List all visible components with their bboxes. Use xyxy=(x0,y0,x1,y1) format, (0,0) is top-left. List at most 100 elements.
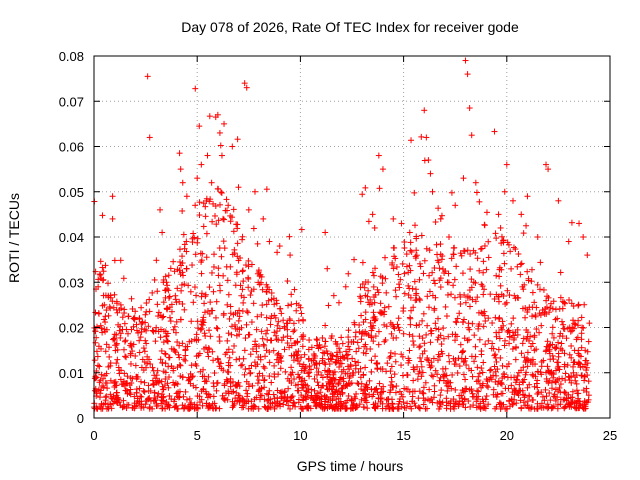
data-point xyxy=(95,276,102,283)
data-point xyxy=(298,378,305,385)
data-point xyxy=(140,387,147,394)
data-point xyxy=(496,264,503,271)
data-point xyxy=(575,317,582,324)
data-point xyxy=(92,375,99,382)
data-point xyxy=(255,354,262,361)
data-point xyxy=(288,301,295,308)
data-point xyxy=(338,334,345,341)
data-point xyxy=(445,333,452,340)
data-point xyxy=(198,270,205,277)
data-point xyxy=(246,365,253,372)
data-point xyxy=(578,372,585,379)
data-point xyxy=(193,362,200,369)
data-point xyxy=(550,374,557,381)
data-point xyxy=(250,225,257,232)
data-point xyxy=(304,402,311,409)
data-point xyxy=(336,376,343,383)
data-point xyxy=(239,361,246,368)
data-point xyxy=(257,392,264,399)
data-point xyxy=(424,405,431,412)
data-point xyxy=(553,379,560,386)
data-point xyxy=(508,374,515,381)
data-point xyxy=(361,386,368,393)
data-point xyxy=(461,396,468,403)
data-point xyxy=(166,294,173,301)
y-tick-label: 0.05 xyxy=(59,185,84,200)
data-point xyxy=(199,318,206,325)
data-point xyxy=(462,57,469,64)
data-point xyxy=(240,278,247,285)
data-point xyxy=(126,381,133,388)
data-point xyxy=(451,294,458,301)
data-point xyxy=(107,362,114,369)
data-point xyxy=(229,378,236,385)
data-point xyxy=(392,255,399,262)
data-point xyxy=(103,380,110,387)
data-point xyxy=(189,373,196,380)
data-point xyxy=(440,335,447,342)
data-point xyxy=(421,257,428,264)
data-point xyxy=(121,306,128,313)
data-point xyxy=(158,378,165,385)
data-point xyxy=(136,337,143,344)
data-point xyxy=(435,205,442,212)
data-point xyxy=(479,310,486,317)
data-point xyxy=(183,193,190,200)
data-point xyxy=(306,337,313,344)
data-point xyxy=(160,339,167,346)
data-point xyxy=(217,189,224,196)
data-point xyxy=(540,357,547,364)
data-point xyxy=(426,272,433,279)
data-point xyxy=(286,377,293,384)
data-point xyxy=(436,277,443,284)
data-point xyxy=(227,375,234,382)
data-point xyxy=(270,391,277,398)
data-point xyxy=(242,335,249,342)
data-point xyxy=(100,268,107,275)
data-point xyxy=(370,391,377,398)
data-point xyxy=(388,330,395,337)
data-point xyxy=(224,368,231,375)
data-point xyxy=(444,387,451,394)
data-point xyxy=(561,363,568,370)
data-point xyxy=(112,378,119,385)
x-tick-labels: 0 5 10 15 20 25 xyxy=(90,428,617,443)
data-point xyxy=(392,389,399,396)
data-point xyxy=(364,293,371,300)
data-point xyxy=(159,314,166,321)
data-point xyxy=(105,280,112,287)
data-point xyxy=(427,328,434,335)
data-point xyxy=(297,304,304,311)
data-point xyxy=(500,322,507,329)
data-point xyxy=(272,314,279,321)
x-tick-label: 25 xyxy=(603,428,617,443)
data-point xyxy=(495,329,502,336)
data-point xyxy=(244,390,251,397)
data-point xyxy=(353,390,360,397)
data-point xyxy=(544,363,551,370)
data-point xyxy=(518,350,525,357)
data-point xyxy=(290,328,297,335)
data-point xyxy=(136,316,143,323)
data-point xyxy=(369,269,376,276)
data-point xyxy=(520,364,527,371)
data-point xyxy=(350,405,357,412)
data-point xyxy=(396,327,403,334)
data-point xyxy=(361,284,368,291)
data-point xyxy=(512,356,519,363)
data-point xyxy=(355,345,362,352)
data-point xyxy=(502,337,509,344)
data-point xyxy=(409,285,416,292)
data-point xyxy=(425,157,432,164)
data-point xyxy=(110,336,117,343)
data-point xyxy=(262,353,269,360)
data-point xyxy=(245,263,252,270)
data-point xyxy=(99,329,106,336)
data-point xyxy=(292,403,299,410)
data-point xyxy=(568,354,575,361)
data-point xyxy=(578,336,585,343)
data-point xyxy=(435,315,442,322)
data-point xyxy=(155,313,162,320)
data-point xyxy=(179,253,186,260)
data-point xyxy=(128,295,135,302)
